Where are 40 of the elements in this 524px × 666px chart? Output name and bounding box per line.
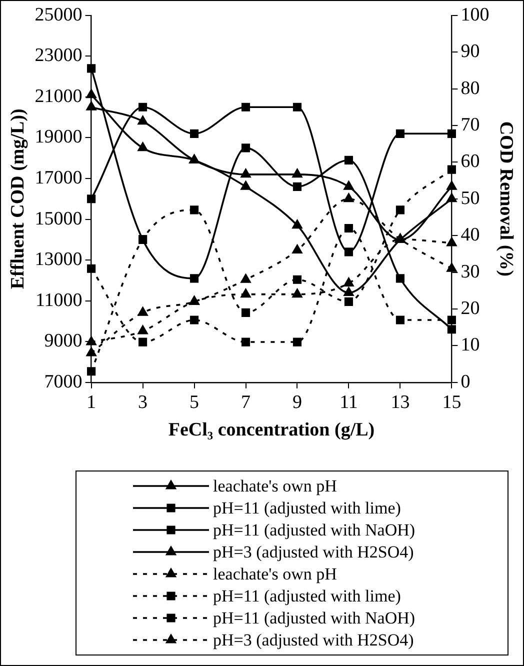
legend-label: leachate's own pH [213,564,337,584]
y2-axis-title: COD Removal (%) [496,121,517,276]
y2-tick-label: 20 [460,298,480,319]
legend-label: leachate's own pH [213,476,337,496]
y-tick-label: 9000 [44,330,82,352]
y2-tick-label: 70 [460,114,480,136]
legend-label: pH=11 (adjusted with NaOH) [213,608,416,628]
legend-label: pH=11 (adjusted with lime) [213,586,401,606]
legend-label: pH=11 (adjusted with NaOH) [213,520,416,540]
y2-tick-label: 80 [460,78,480,99]
y-axis-title: Effluent COD (mg/L)) [7,108,28,290]
y-tick-label: 21000 [34,86,82,107]
x-axis-title: FeCl₃ concentration (g/L) [168,420,375,441]
y2-tick-label: 40 [460,224,480,246]
x-tick-label: 9 [292,392,302,413]
y2-tick-label: 0 [460,371,470,392]
y-tick-label: 7000 [44,371,82,392]
y-tick-label: 25000 [34,4,82,26]
y2-tick-label: 30 [460,261,480,282]
y2-tick-label: 90 [460,41,480,62]
y-tick-label: 23000 [34,45,82,66]
y-tick-label: 13000 [34,249,82,270]
y-tick-label: 17000 [34,167,82,188]
x-tick-label: 7 [241,392,251,413]
x-tick-label: 13 [390,392,410,413]
y-tick-label: 11000 [36,290,82,311]
x-tick-label: 11 [340,392,358,413]
legend-label: pH=11 (adjusted with lime) [213,498,401,518]
y2-tick-label: 100 [460,4,490,26]
y-tick-label: 15000 [34,208,82,230]
y2-tick-label: 50 [460,188,480,209]
x-tick-label: 1 [86,392,96,413]
y2-tick-label: 10 [460,334,480,356]
x-tick-label: 15 [442,392,462,413]
y2-tick-label: 60 [460,151,480,172]
legend-label: pH=3 (adjusted with H2SO4) [213,542,414,562]
y-tick-label: 19000 [34,126,82,148]
legend-label: pH=3 (adjusted with H2SO4) [213,630,414,650]
x-tick-label: 5 [190,392,200,413]
x-tick-label: 3 [138,392,148,413]
